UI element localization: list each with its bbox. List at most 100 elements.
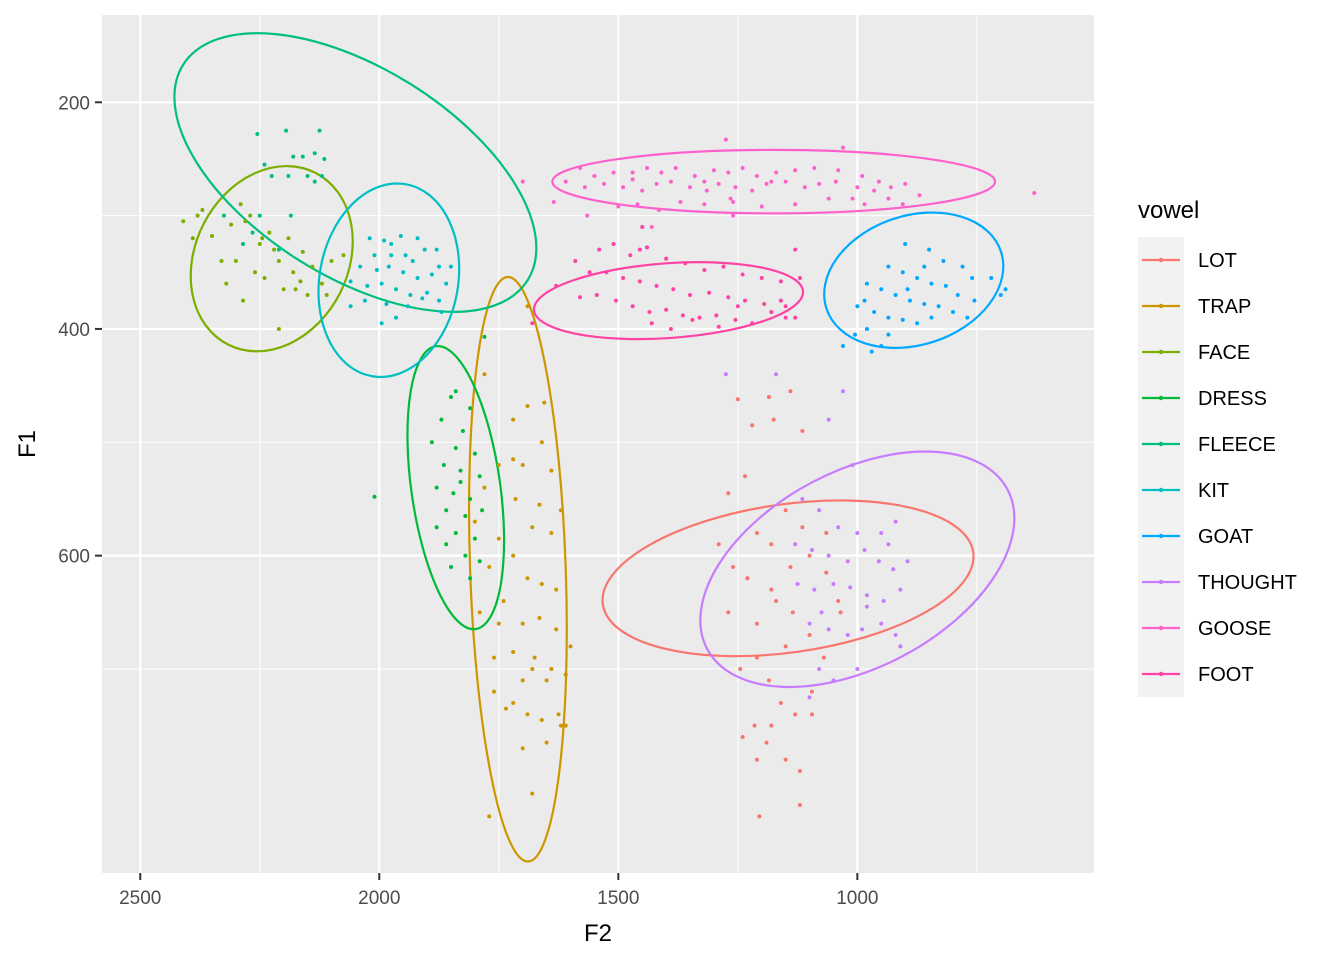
point-foot <box>649 321 654 326</box>
point-goose <box>640 188 645 193</box>
point-thought <box>793 542 798 547</box>
point-goose <box>836 168 841 173</box>
point-trap <box>503 706 508 711</box>
point-foot <box>743 298 748 303</box>
point-foot <box>587 270 592 275</box>
point-trap <box>525 712 530 717</box>
point-dress <box>458 468 463 473</box>
point-goat <box>879 287 884 292</box>
point-goat <box>972 298 977 303</box>
point-trap <box>477 610 482 615</box>
point-face <box>233 258 238 263</box>
point-dress <box>458 479 463 484</box>
ellipse-face <box>189 164 354 353</box>
point-goat <box>869 349 874 354</box>
x-axis: 2500 2000 1500 1000 <box>119 873 878 909</box>
point-goat <box>841 343 846 348</box>
point-trap <box>525 576 530 581</box>
point-dress <box>434 525 439 530</box>
point-kit <box>429 272 434 277</box>
point-face <box>257 241 262 246</box>
point-lot <box>726 491 731 496</box>
point-goat <box>886 315 891 320</box>
point-fleece <box>288 213 293 218</box>
point-lot <box>788 389 793 394</box>
points <box>181 128 1037 819</box>
point-lot <box>766 394 771 399</box>
point-face <box>209 234 214 239</box>
point-goose <box>812 166 817 171</box>
point-lot <box>738 666 743 671</box>
point-dress <box>460 428 465 433</box>
point-goose <box>903 181 908 186</box>
point-trap <box>513 496 518 501</box>
point-thought <box>819 610 824 615</box>
point-goose <box>860 173 865 178</box>
point-foot <box>740 272 745 277</box>
point-goose <box>673 166 678 171</box>
point-lot <box>743 474 748 479</box>
point-goat <box>903 241 908 246</box>
point-lot <box>754 655 759 660</box>
point-trap <box>496 621 501 626</box>
point-thought <box>850 462 855 467</box>
point-kit <box>444 281 449 286</box>
point-goose <box>551 200 556 205</box>
point-goat <box>922 302 927 307</box>
y-tick-label: 400 <box>58 320 90 341</box>
point-trap <box>511 457 516 462</box>
point-foot <box>778 298 783 303</box>
x-tick-label: 1000 <box>836 888 878 909</box>
point-foot <box>640 224 645 229</box>
point-trap <box>549 666 554 671</box>
point-thought <box>845 632 850 637</box>
legend-key-point <box>1158 441 1164 447</box>
point-lot <box>838 610 843 615</box>
point-goat <box>998 292 1003 297</box>
point-fleece <box>241 241 246 246</box>
point-trap <box>496 536 501 541</box>
point-trap <box>544 678 549 683</box>
point-trap <box>554 627 559 632</box>
point-dress <box>453 445 458 450</box>
point-face <box>281 287 286 292</box>
legend-label-thought: THOUGHT <box>1198 572 1297 594</box>
legend-key-point <box>1158 303 1164 309</box>
point-foot <box>769 309 774 314</box>
point-trap <box>482 485 487 490</box>
plot-panel <box>102 15 1094 873</box>
point-goat <box>929 315 934 320</box>
legend-label-dress: DRESS <box>1198 388 1267 410</box>
point-dress <box>448 564 453 569</box>
point-lot <box>793 712 798 717</box>
point-kit <box>372 253 377 258</box>
point-kit <box>384 302 389 307</box>
point-thought <box>881 598 886 603</box>
point-lot <box>788 564 793 569</box>
legend-key-point <box>1158 671 1164 677</box>
point-fleece <box>322 156 327 161</box>
point-thought <box>893 632 898 637</box>
point-thought <box>826 627 831 632</box>
point-lot <box>821 655 826 660</box>
point-goose <box>793 168 798 173</box>
point-lot <box>836 598 841 603</box>
point-goose <box>726 170 731 175</box>
point-trap <box>520 746 525 751</box>
point-foot <box>664 307 669 312</box>
point-goat <box>943 283 948 288</box>
point-goose <box>750 188 755 193</box>
point-goose <box>754 173 759 178</box>
point-goose <box>649 224 654 229</box>
point-trap <box>492 655 497 660</box>
point-foot <box>664 256 669 261</box>
point-trap <box>492 689 497 694</box>
point-fleece <box>312 179 317 184</box>
point-lot <box>766 678 771 683</box>
legend-label-lot: LOT <box>1198 250 1237 272</box>
point-face <box>286 236 291 241</box>
point-thought <box>826 553 831 558</box>
point-face <box>224 281 229 286</box>
point-dress <box>472 536 477 541</box>
point-foot <box>707 290 712 295</box>
